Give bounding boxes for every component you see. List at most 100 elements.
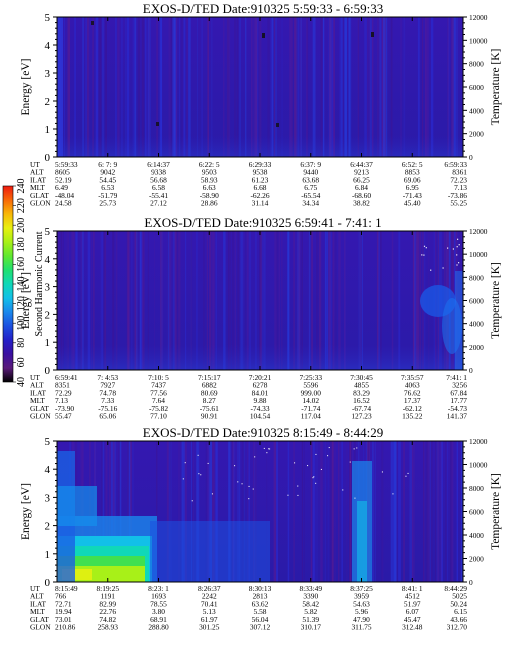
- streak: [254, 441, 255, 582]
- intensity-blob: [57, 486, 97, 526]
- colorbar-tick-label: 180: [16, 237, 27, 252]
- y-axis-label: Energy [eV]: [20, 483, 32, 540]
- streak: [227, 17, 229, 157]
- info-row-value: 6882: [202, 381, 217, 390]
- streak: [358, 17, 360, 157]
- y2-axis-label: Temperature [K]: [490, 262, 502, 339]
- streak: [95, 17, 99, 157]
- info-row-value: 4855: [354, 381, 369, 390]
- colorbar-tick-label: 140: [16, 277, 27, 292]
- info-row-label: ILAT: [30, 175, 46, 184]
- streak: [223, 17, 225, 157]
- streak: [212, 231, 215, 370]
- streak: [87, 231, 91, 370]
- speck: [349, 461, 351, 463]
- info-row-value: 7:25:33: [299, 373, 322, 382]
- streak: [252, 441, 255, 582]
- info-row-value: 8351: [55, 381, 70, 390]
- info-row-value: 312.70: [447, 623, 468, 632]
- y2-tick-label: 10000: [469, 250, 488, 259]
- streak: [310, 441, 312, 582]
- plot-area: [57, 32, 463, 370]
- streak: [385, 17, 388, 157]
- streak: [203, 231, 206, 370]
- streak: [212, 441, 214, 582]
- streak: [409, 441, 412, 582]
- streak: [306, 17, 309, 157]
- info-row-value: 9.88: [254, 396, 267, 405]
- streak: [299, 17, 301, 157]
- info-row-label: MLT: [30, 396, 45, 405]
- speck: [421, 254, 423, 256]
- info-row-value: 54.45: [99, 175, 116, 184]
- streak: [98, 17, 102, 157]
- streak: [129, 441, 131, 582]
- streak: [93, 231, 95, 370]
- streak: [422, 17, 424, 157]
- streak: [293, 441, 295, 582]
- streak: [344, 17, 347, 157]
- info-row-label: GLON: [30, 199, 51, 208]
- y2-tick-label: 0: [469, 578, 473, 587]
- info-row-value: 6.75: [304, 183, 317, 192]
- info-row-value: -71.74: [301, 404, 320, 413]
- speck: [425, 247, 427, 249]
- info-row-value: 24.58: [55, 199, 72, 208]
- streak: [445, 441, 447, 582]
- streak: [227, 231, 229, 370]
- y2-tick-label: 12000: [469, 437, 488, 446]
- info-row-value: 312.48: [402, 623, 423, 632]
- streak: [112, 441, 115, 582]
- streak: [57, 231, 60, 370]
- speck: [262, 33, 265, 38]
- streak: [390, 17, 393, 157]
- streak: [271, 17, 274, 157]
- info-row-value: 80.69: [201, 388, 218, 397]
- streak: [369, 17, 371, 157]
- streak: [447, 17, 450, 157]
- info-row-value: 14.02: [302, 396, 319, 405]
- info-row-value: 7:10: 5: [148, 373, 169, 382]
- streak: [231, 231, 235, 370]
- info-row-value: 72.23: [450, 175, 467, 184]
- info-row-value: 8:41: 1: [402, 584, 423, 593]
- streak: [296, 17, 298, 157]
- info-row-value: -73.90: [55, 404, 74, 413]
- speck: [458, 262, 460, 264]
- streak: [196, 231, 198, 370]
- streak: [207, 17, 209, 157]
- streak: [148, 17, 151, 157]
- streak: [383, 17, 386, 157]
- info-row-value: 7.64: [152, 396, 165, 405]
- y-tick-label: 2: [45, 521, 51, 533]
- info-row-value: 66.25: [353, 175, 370, 184]
- streak: [91, 231, 93, 370]
- streak: [311, 441, 314, 582]
- streak: [273, 441, 276, 582]
- info-row-value: -75.82: [149, 404, 168, 413]
- y-tick-label: 4: [45, 254, 51, 266]
- streak: [456, 441, 458, 582]
- streak: [393, 441, 396, 582]
- speck: [423, 254, 425, 256]
- streak: [341, 17, 343, 157]
- info-row-value: 2242: [202, 592, 217, 601]
- streak: [330, 441, 332, 582]
- info-row-value: 73.01: [55, 615, 72, 624]
- info-row-value: 8:19:25: [96, 584, 119, 593]
- streak: [381, 441, 384, 582]
- streak: [312, 17, 316, 157]
- colorbar-tick-label: 80: [16, 338, 27, 348]
- streak: [209, 231, 212, 370]
- info-row-value: 74.78: [99, 388, 116, 397]
- streak: [425, 441, 428, 582]
- info-row-value: 307.12: [250, 623, 271, 632]
- info-row-value: 27.12: [150, 199, 167, 208]
- streak: [167, 231, 169, 370]
- y-axis-label: Energy [eV]: [20, 272, 32, 329]
- streak: [421, 17, 423, 157]
- info-row-value: -48.04: [55, 191, 74, 200]
- streak: [206, 441, 210, 582]
- streak: [324, 441, 326, 582]
- streak: [126, 17, 130, 157]
